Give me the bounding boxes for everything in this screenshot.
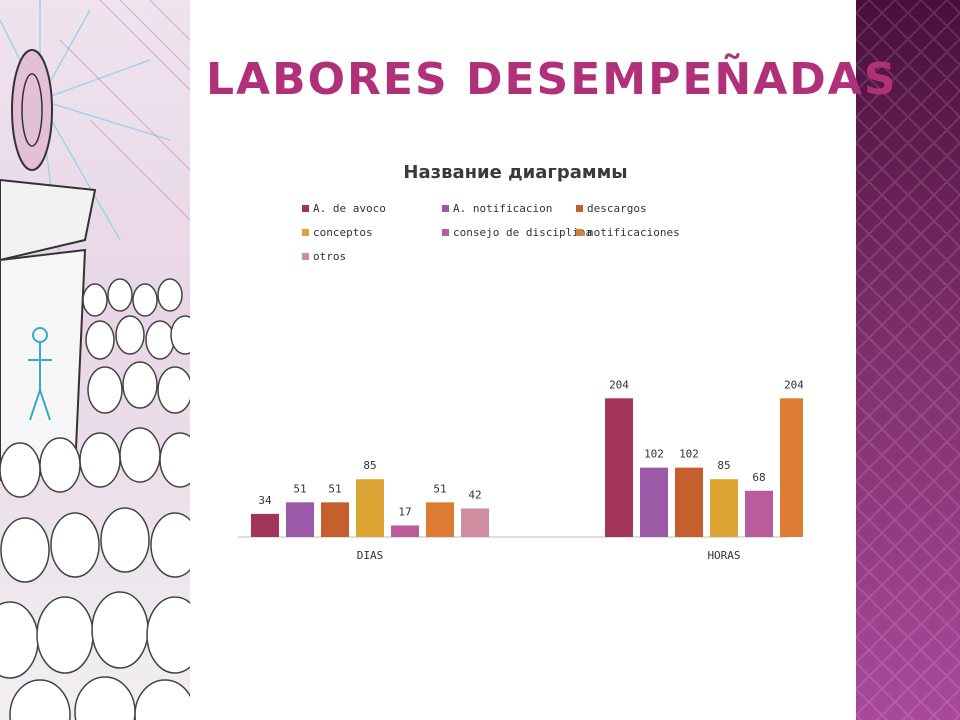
legend-swatch [302, 205, 309, 212]
legend-item: consejo de disciplina [442, 226, 592, 239]
data-label: 85 [363, 459, 376, 472]
legend-item: otros [302, 250, 346, 263]
legend-swatch [442, 205, 449, 212]
bar [605, 398, 633, 537]
bar [675, 467, 703, 537]
bar-chart: 34515185175142DIAS2041021028568204255HOR… [228, 150, 803, 580]
data-label: 34 [258, 494, 272, 507]
legend-label: consejo de disciplina [453, 226, 593, 239]
data-label: 51 [433, 482, 446, 495]
legend-item: A. notificacion [442, 202, 552, 215]
legend-swatch [576, 229, 583, 236]
data-label: 17 [398, 505, 411, 518]
legend-item: notificaciones [576, 226, 680, 239]
legend-swatch [302, 253, 309, 260]
data-label: 51 [328, 482, 341, 495]
bar [461, 508, 489, 537]
bar [780, 398, 803, 537]
category-label: HORAS [707, 549, 740, 562]
bar [426, 502, 454, 537]
bar [321, 502, 349, 537]
legend-swatch [302, 229, 309, 236]
data-label: 85 [717, 459, 730, 472]
data-label: 204 [609, 378, 629, 391]
legend-label: A. notificacion [453, 202, 553, 215]
legend-item: descargos [576, 202, 647, 215]
bar [286, 502, 314, 537]
legend-label: otros [313, 250, 347, 263]
chart-title: Название диаграммы [403, 162, 628, 183]
legend-swatch [576, 205, 583, 212]
bar [745, 490, 773, 537]
data-label: 51 [293, 482, 306, 495]
bar [640, 467, 668, 537]
category-label: DIAS [357, 549, 384, 562]
data-label: 102 [644, 448, 664, 461]
bar [356, 479, 384, 537]
legend-label: notificaciones [587, 226, 680, 239]
legend-item: A. de avoco [302, 202, 386, 215]
chart-plot: 34515185175142DIAS2041021028568204255HOR… [238, 378, 803, 562]
data-label: 42 [468, 488, 481, 501]
bar [710, 479, 738, 537]
legend-label: descargos [587, 202, 647, 215]
bar [251, 513, 279, 537]
data-label: 68 [752, 471, 765, 484]
decorative-sketch-image [0, 0, 190, 720]
legend-item: conceptos [302, 226, 373, 239]
legend-label: conceptos [313, 226, 373, 239]
legend-label: A. de avoco [313, 202, 386, 215]
decorative-pattern-band [856, 0, 960, 720]
data-label: 204 [784, 378, 803, 391]
data-label: 102 [679, 448, 699, 461]
bar [391, 525, 419, 537]
legend-swatch [442, 229, 449, 236]
slide-title: LABORES DESEMPEÑADAS [206, 54, 898, 105]
